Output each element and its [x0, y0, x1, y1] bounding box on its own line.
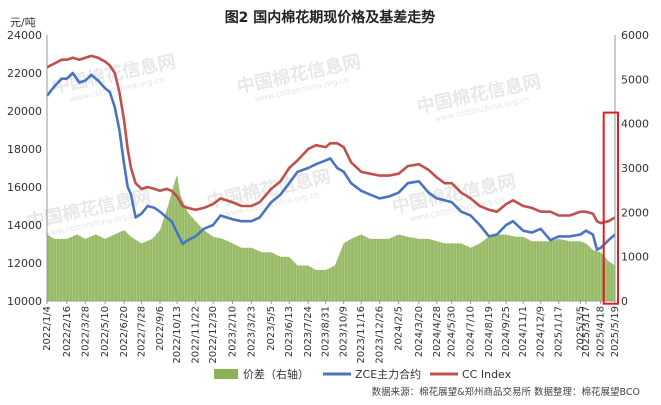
x-tick-label: 2023/8/31	[321, 306, 332, 357]
y-left-tick-label: 10000	[7, 295, 42, 308]
y-left-tick-labels: 10000 12000 14000 16000 18000 20000 22000 24000	[7, 29, 42, 308]
series-zce-line	[45, 71, 616, 251]
legend-label-zce: ZCE主力合约	[355, 367, 421, 381]
x-tick-label: 2022/12/30	[208, 306, 219, 364]
x-tick-label: 2022/9/6	[155, 306, 166, 351]
x-tick-label: 2024/4/28	[432, 306, 443, 357]
x-tick-label: 2022/11/22	[191, 306, 202, 364]
y-left-tick-label: 18000	[7, 143, 42, 156]
y-right-tick-label: 3000	[621, 162, 649, 175]
series-cc-index-line	[46, 54, 616, 225]
y-left-tick-label: 12000	[7, 257, 42, 270]
y-left-tick-label: 24000	[7, 29, 42, 42]
legend: 价差（右轴） ZCE主力合约 CC Index	[214, 367, 512, 381]
x-tick-label: 2022/5/10	[100, 306, 111, 357]
x-tick-label: 2023/12/26	[375, 306, 386, 364]
x-tick-label: 2023/11/16	[356, 306, 367, 364]
x-tick-label: 2023/2/10	[228, 306, 239, 357]
x-tick-label: 2023/7/24	[303, 306, 314, 357]
x-tick-label: 2022/6/20	[119, 306, 130, 357]
x-tick-label: 2024/8/19	[484, 306, 495, 357]
y-right-tick-label: 2000	[621, 206, 649, 219]
x-tick-label: 2022/10/13	[172, 306, 183, 364]
y-left-tick-label: 16000	[7, 181, 42, 194]
x-tick-label: 2025/3/5	[575, 306, 586, 351]
x-tick-label: 2024/5/30	[447, 306, 458, 357]
spread-area-layer	[46, 35, 616, 301]
x-tick-label: 2024/11/1	[518, 306, 529, 357]
x-tick-label: 2022/1/4	[42, 306, 53, 351]
x-tick-label: 2023/3/23	[246, 306, 257, 357]
x-tick-label: 2025/5/19	[610, 306, 621, 357]
x-tick-label: 2023/6/13	[284, 306, 295, 357]
y-left-tick-label: 22000	[7, 67, 42, 80]
y-right-tick-label: 0	[621, 295, 628, 308]
legend-label-spread: 价差（右轴）	[243, 367, 309, 381]
series-spread-area	[47, 174, 615, 301]
x-tick-labels: 2022/1/4 2022/2/16 2022/3/28 2022/5/10 2022/…	[42, 301, 621, 364]
x-tick-label: 2022/3/28	[80, 306, 91, 357]
y-right-tick-label: 5000	[621, 73, 649, 86]
x-tick-label: 2025/4/18	[596, 306, 607, 357]
highlight-box	[602, 111, 620, 305]
y-right-tick-labels: 0 1000 2000 3000 4000 5000 6000	[621, 29, 649, 308]
chart-title: 图2 国内棉花期现价格及基差走势	[225, 9, 436, 26]
x-tick-label: 2024/7/10	[466, 306, 477, 357]
x-tick-label: 2024/2/5	[394, 306, 405, 351]
x-tick-label: 2024/12/9	[536, 306, 547, 357]
y-left-unit-label: 元/吨	[10, 16, 36, 29]
x-tick-label: 2024/3/20	[414, 306, 425, 357]
x-tick-label: 2025/3/17	[581, 306, 592, 357]
y-right-tick-label: 4000	[621, 118, 649, 131]
y-right-tick-label: 6000	[621, 29, 649, 42]
x-tick-label: 2024/9/25	[501, 306, 512, 357]
source-note: 数据来源：棉花展望&郑州商品交易所 数据整理：棉花展望BCO	[372, 386, 640, 398]
y-left-tick-label: 14000	[7, 219, 42, 232]
x-tick-label: 2022/7/28	[137, 306, 148, 357]
x-tick-label: 2023/5/5	[266, 306, 277, 351]
y-right-tick-label: 1000	[621, 251, 649, 264]
x-tick-label: 2022/2/16	[62, 306, 73, 357]
x-tick-label: 2023/10/9	[339, 306, 350, 357]
legend-swatch-spread	[214, 369, 238, 379]
x-tick-label: 2025/1/17	[554, 306, 565, 357]
y-left-tick-label: 20000	[7, 105, 42, 118]
legend-label-cc-index: CC Index	[462, 368, 512, 381]
